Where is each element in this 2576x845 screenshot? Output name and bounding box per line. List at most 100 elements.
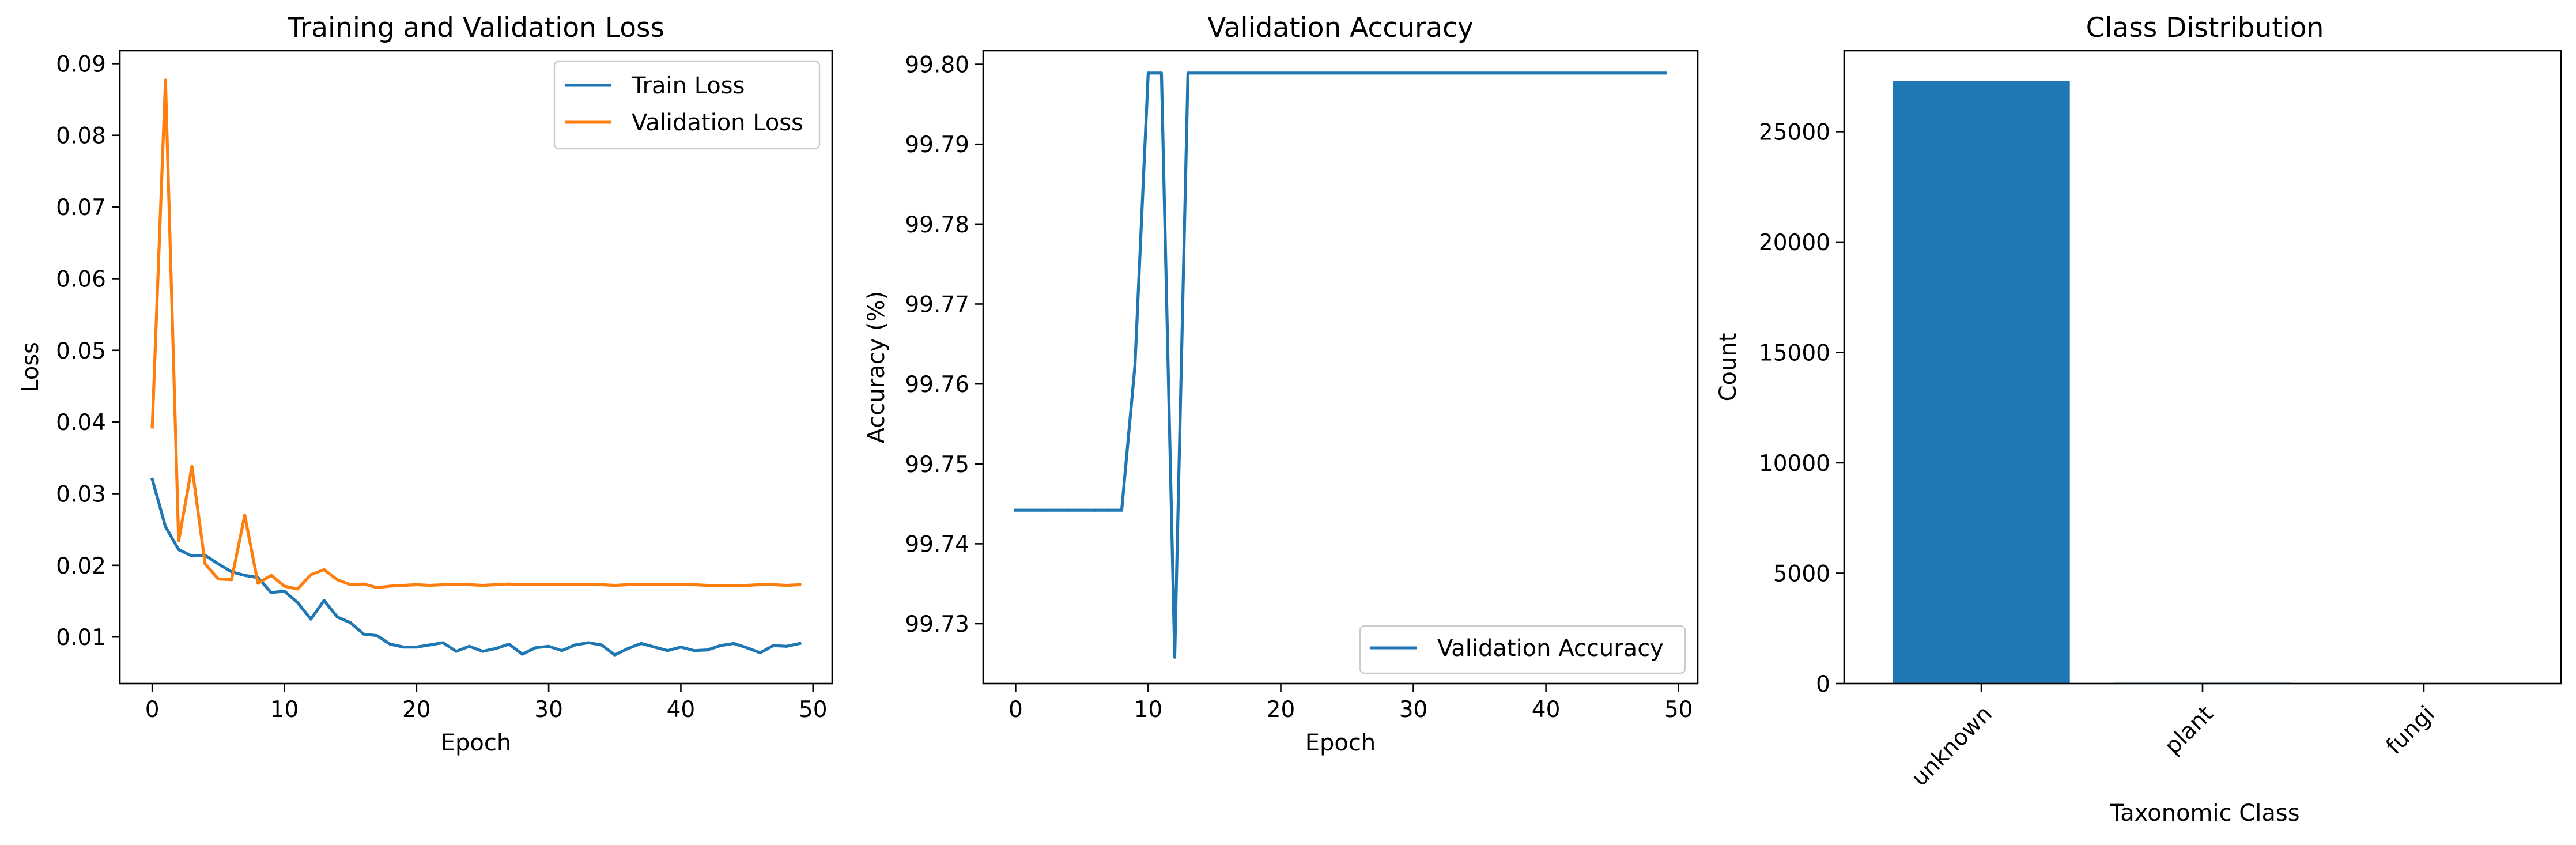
data-point	[217, 562, 220, 565]
loss-chart-legend: Train Loss Validation Loss	[553, 60, 821, 150]
data-point	[322, 599, 326, 602]
x-tick-label: 0	[145, 697, 160, 723]
data-point	[335, 578, 339, 582]
data-point	[402, 584, 405, 587]
y-tick-label: 99.78	[905, 212, 969, 238]
x-tick-label: 20	[402, 697, 431, 723]
data-point	[150, 425, 154, 429]
data-point	[1465, 71, 1468, 75]
loss-chart-frame	[119, 50, 833, 685]
data-point	[270, 591, 273, 594]
data-point	[507, 643, 511, 646]
y-tick-label: 0.04	[56, 410, 106, 436]
data-point	[653, 646, 656, 649]
data-point	[1558, 71, 1561, 75]
data-point	[150, 478, 154, 481]
data-point	[494, 583, 498, 587]
y-tick-label: 0.01	[56, 625, 106, 651]
data-point	[560, 583, 564, 587]
data-point	[1411, 71, 1415, 75]
legend-label-train-loss: Train Loss	[631, 73, 745, 99]
data-point	[534, 646, 537, 650]
data-point	[534, 583, 537, 587]
data-point	[507, 582, 511, 586]
data-point	[679, 646, 682, 649]
data-point	[1252, 71, 1256, 75]
data-point	[1438, 71, 1442, 75]
data-point	[296, 587, 300, 591]
data-point	[719, 584, 722, 587]
y-tick-label: 99.77	[905, 292, 969, 318]
data-point	[613, 584, 617, 587]
y-tick-label: 10000	[1759, 451, 1830, 477]
series-line-validation-loss	[150, 78, 802, 591]
data-point	[1080, 508, 1083, 512]
loss-chart-title: Training and Validation Loss	[287, 12, 664, 44]
data-point	[732, 584, 735, 587]
data-point	[388, 643, 392, 646]
data-point	[772, 644, 775, 647]
data-point	[587, 641, 590, 644]
x-tick-label: 20	[1267, 697, 1295, 723]
data-point	[600, 583, 603, 587]
data-point	[375, 586, 379, 590]
x-tick-label: 50	[1664, 697, 1693, 723]
y-tick-label: 0.02	[56, 553, 106, 579]
data-point	[1239, 71, 1243, 75]
y-tick-label: 0.05	[56, 338, 106, 364]
data-point	[547, 583, 550, 587]
loss-chart: Training and Validation Loss 0 10 20 30 40 50…	[17, 12, 833, 756]
data-point	[1531, 71, 1535, 75]
data-point	[1067, 508, 1070, 512]
x-tick-label: 30	[534, 697, 563, 723]
data-point	[666, 583, 670, 587]
data-point	[1266, 71, 1270, 75]
data-point	[282, 590, 286, 593]
y-tick-label: 0.06	[56, 266, 106, 292]
y-tick-label: 5000	[1773, 561, 1830, 587]
data-point	[1093, 508, 1097, 512]
data-point	[270, 574, 273, 577]
data-point	[705, 648, 709, 652]
data-point	[1358, 71, 1362, 75]
y-tick-label: 99.80	[905, 52, 969, 78]
data-point	[190, 465, 194, 468]
data-point	[653, 583, 656, 587]
data-point	[705, 584, 709, 587]
data-point	[164, 78, 167, 82]
data-point	[785, 644, 788, 648]
data-point	[1319, 71, 1323, 75]
data-point	[362, 632, 365, 636]
data-point	[1451, 71, 1455, 75]
data-point	[177, 548, 180, 552]
accuracy-chart: Validation Accuracy 0 10 20 30 40 50 99.73 99.…	[863, 12, 1699, 756]
data-point	[1584, 71, 1588, 75]
data-point	[1133, 364, 1136, 367]
accuracy-chart-xlabel: Epoch	[1305, 730, 1376, 756]
data-point	[177, 539, 180, 543]
data-point	[1518, 71, 1521, 75]
data-point	[455, 583, 458, 587]
data-point	[1505, 71, 1508, 75]
data-point	[1611, 71, 1614, 75]
data-point	[772, 583, 775, 587]
data-point	[243, 574, 247, 577]
data-point	[415, 583, 418, 587]
data-point	[1053, 508, 1057, 512]
data-point	[203, 562, 207, 565]
data-point	[1425, 71, 1429, 75]
data-point	[494, 647, 498, 650]
data-point	[1186, 71, 1189, 75]
data-point	[1159, 71, 1163, 75]
accuracy-chart-title: Validation Accuracy	[1207, 12, 1474, 44]
accuracy-chart-ylabel: Accuracy (%)	[863, 291, 890, 444]
data-point	[600, 643, 603, 647]
x-tick-label: 30	[1399, 697, 1428, 723]
data-point	[282, 584, 286, 588]
data-point	[441, 641, 445, 644]
data-point	[164, 525, 167, 529]
data-point	[1213, 71, 1216, 75]
series-line-train-loss	[150, 477, 802, 657]
data-point	[613, 653, 617, 657]
data-point	[1305, 71, 1309, 75]
